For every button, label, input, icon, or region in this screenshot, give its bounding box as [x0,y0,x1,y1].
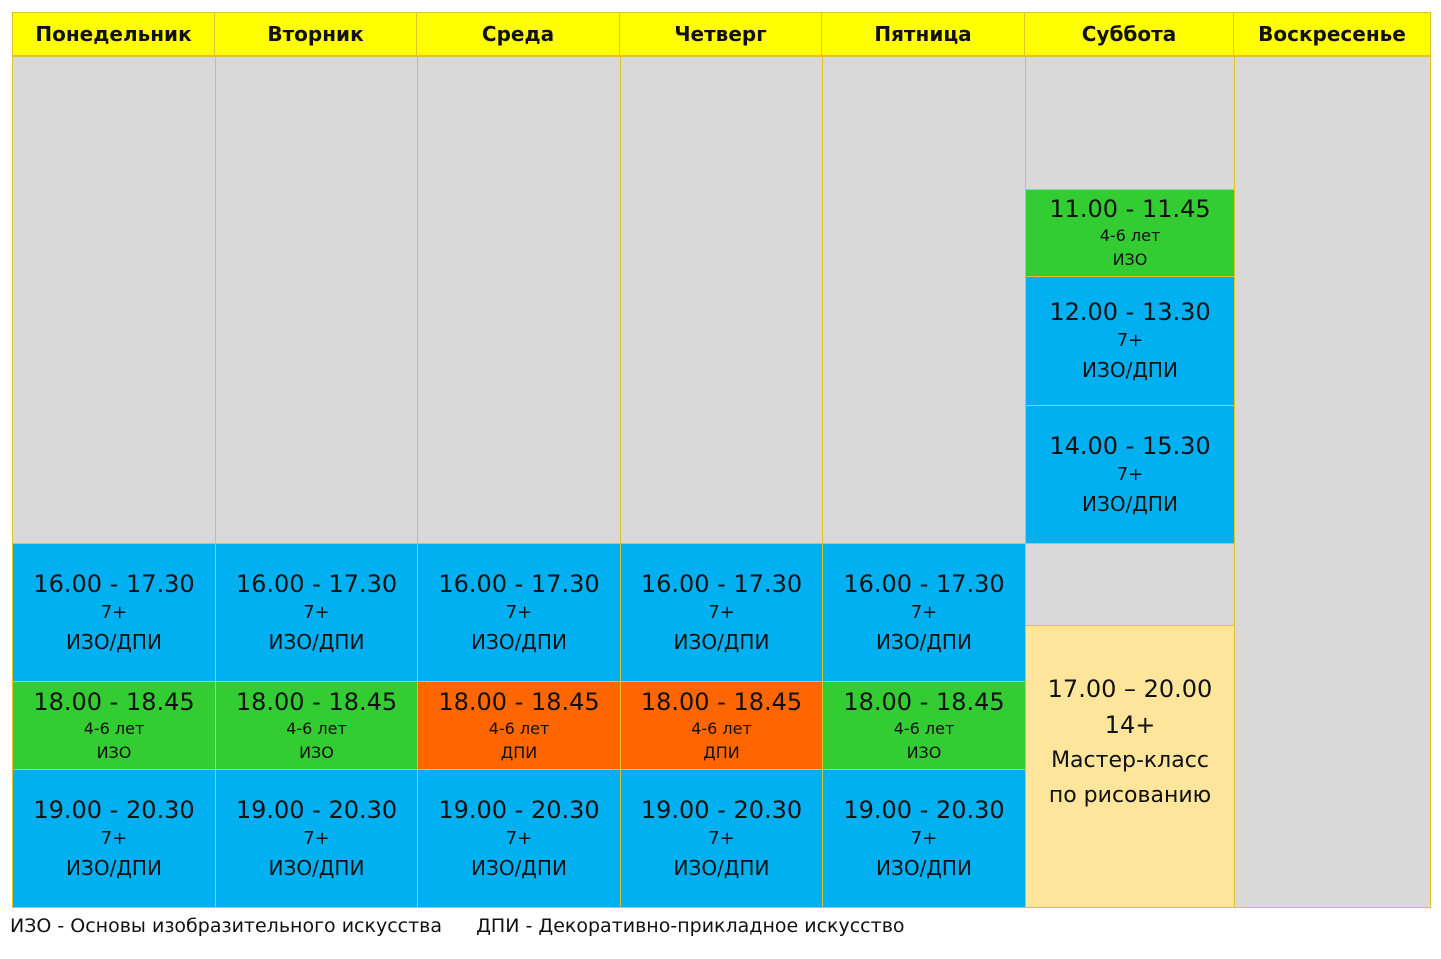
header-sunday: Воскресенье [1234,12,1431,56]
thursday-slot-1800: 18.00 - 18.45 4-6 лет ДПИ [620,681,823,770]
wednesday-slot-1600: 16.00 - 17.30 7+ ИЗО/ДПИ [417,543,621,682]
slot-subject: ИЗО/ДПИ [268,629,365,654]
slot-subject: ИЗО [906,742,942,762]
slot-time: 18.00 - 18.45 [33,687,195,716]
thursday-slot-1600: 16.00 - 17.30 7+ ИЗО/ДПИ [620,543,823,682]
slot-age: 4-6 лет [83,718,145,738]
monday-slot-1800: 18.00 - 18.45 4-6 лет ИЗО [12,681,216,770]
slot-age: 7+ [708,601,735,623]
slot-subject: ИЗО/ДПИ [268,855,365,880]
header-saturday: Суббота [1025,12,1234,56]
slot-time: 16.00 - 17.30 [235,569,398,598]
slot-age: 7+ [505,601,533,623]
slot-age: 4-6 лет [1099,226,1161,245]
slot-age: 4-6 лет [893,718,955,738]
slot-time: 19.00 - 20.30 [438,795,600,824]
empty-tuesday-morning [215,56,418,544]
empty-wednesday-morning [417,56,621,544]
saturday-slot-1: 11.00 - 11.45 4-6 лет ИЗО [1025,189,1235,277]
slot-subject: ИЗО/ДПИ [1082,358,1178,382]
friday-slot-1900: 19.00 - 20.30 7+ ИЗО/ДПИ [822,769,1026,908]
monday-slot-1600: 16.00 - 17.30 7+ ИЗО/ДПИ [12,543,216,682]
slot-subject: ИЗО [96,742,132,762]
slot-age: 7+ [100,827,128,849]
slot-age: 4-6 лет [488,718,550,738]
masterclass-time: 17.00 – 20.00 [1047,674,1213,703]
slot-time: 18.00 - 18.45 [640,687,803,716]
masterclass-age: 14+ [1104,710,1156,739]
slot-time: 16.00 - 17.30 [640,569,803,598]
slot-age: 7+ [1116,330,1144,351]
slot-time: 19.00 - 20.30 [235,795,398,824]
slot-subject: ИЗО/ДПИ [876,629,972,654]
slot-time: 14.00 - 15.30 [1049,431,1211,460]
slot-age: 7+ [708,827,735,849]
tuesday-slot-1800: 18.00 - 18.45 4-6 лет ИЗО [215,681,418,770]
tuesday-slot-1600: 16.00 - 17.30 7+ ИЗО/ДПИ [215,543,418,682]
slot-subject: ИЗО/ДПИ [673,629,770,654]
wednesday-slot-1800: 18.00 - 18.45 4-6 лет ДПИ [417,681,621,770]
header-tuesday: Вторник [215,12,417,56]
empty-monday-morning [12,56,216,544]
slot-time: 19.00 - 20.30 [33,795,195,824]
monday-slot-1900: 19.00 - 20.30 7+ ИЗО/ДПИ [12,769,216,908]
slot-time: 16.00 - 17.30 [843,569,1005,598]
slot-time: 18.00 - 18.45 [843,687,1005,716]
slot-subject: ИЗО/ДПИ [673,855,770,880]
masterclass-title: Мастер-класс [1051,747,1209,773]
saturday-masterclass: 17.00 – 20.00 14+ Мастер-класс по рисова… [1025,625,1235,908]
friday-slot-1600: 16.00 - 17.30 7+ ИЗО/ДПИ [822,543,1026,682]
header-wednesday: Среда [417,12,620,56]
legend-izo: ИЗО - Основы изобразительного искусства [10,915,443,937]
thursday-slot-1900: 19.00 - 20.30 7+ ИЗО/ДПИ [620,769,823,908]
saturday-slot-2: 12.00 - 13.30 7+ ИЗО/ДПИ [1025,276,1235,406]
saturday-slot-3: 14.00 - 15.30 7+ ИЗО/ДПИ [1025,405,1235,544]
slot-subject: ИЗО/ДПИ [471,855,567,880]
empty-sunday [1234,56,1431,908]
slot-time: 12.00 - 13.30 [1049,298,1211,326]
legend: ИЗО - Основы изобразительного искусства … [10,912,933,940]
masterclass-subtitle: по рисованию [1048,782,1212,808]
slot-age: 4-6 лет [691,718,752,738]
empty-thursday-morning [620,56,823,544]
slot-subject: ИЗО [1112,250,1148,269]
slot-age: 4-6 лет [286,718,347,738]
empty-friday-morning [822,56,1026,544]
header-monday: Понедельник [12,12,215,56]
slot-subject: ИЗО [299,742,334,762]
slot-subject: ИЗО/ДПИ [66,629,162,654]
legend-dpi: ДПИ - Декоративно-прикладное искусство [476,915,905,937]
slot-age: 7+ [303,601,330,623]
slot-subject: ДПИ [703,742,740,762]
slot-time: 11.00 - 11.45 [1049,195,1211,223]
slot-age: 7+ [303,827,330,849]
slot-time: 18.00 - 18.45 [235,687,398,716]
slot-age: 7+ [505,827,533,849]
header-friday: Пятница [822,12,1025,56]
empty-saturday-morning [1025,56,1235,190]
slot-age: 7+ [910,827,938,849]
slot-time: 16.00 - 17.30 [438,569,600,598]
slot-subject: ИЗО/ДПИ [876,855,972,880]
slot-age: 7+ [1116,463,1144,485]
friday-slot-1800: 18.00 - 18.45 4-6 лет ИЗО [822,681,1026,770]
slot-time: 18.00 - 18.45 [438,687,600,716]
slot-subject: ИЗО/ДПИ [471,629,567,654]
slot-subject: ИЗО/ДПИ [1082,491,1178,516]
slot-age: 7+ [100,601,128,623]
slot-time: 19.00 - 20.30 [640,795,803,824]
slot-age: 7+ [910,601,938,623]
slot-subject: ДПИ [500,742,538,762]
tuesday-slot-1900: 19.00 - 20.30 7+ ИЗО/ДПИ [215,769,418,908]
slot-subject: ИЗО/ДПИ [66,855,162,880]
slot-time: 16.00 - 17.30 [33,569,195,598]
wednesday-slot-1900: 19.00 - 20.30 7+ ИЗО/ДПИ [417,769,621,908]
slot-time: 19.00 - 20.30 [843,795,1005,824]
empty-saturday-afternoon [1025,543,1235,626]
header-thursday: Четверг [620,12,822,56]
